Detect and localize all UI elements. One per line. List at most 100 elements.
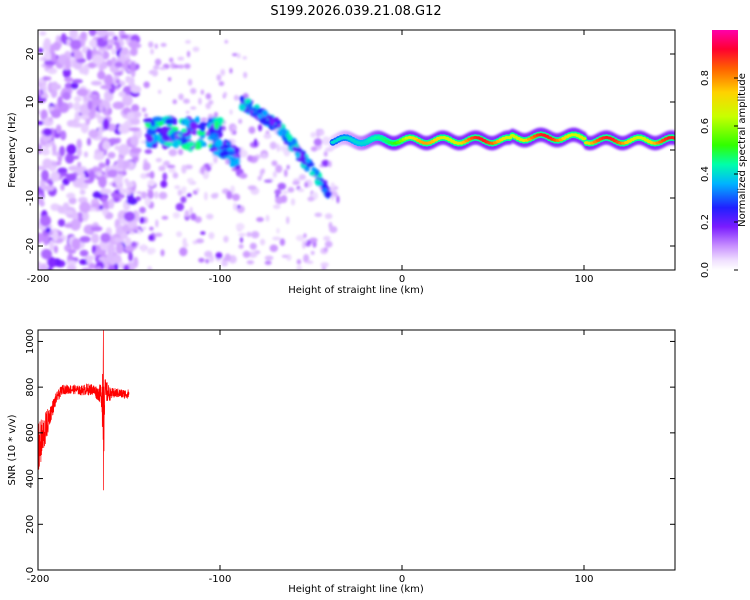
spectrogram-blob: [82, 211, 90, 221]
spectrogram-blob: [120, 232, 128, 240]
spectrogram-blob: [134, 43, 142, 48]
spectrogram-blob: [139, 206, 146, 214]
spectrogram-blob: [125, 75, 132, 84]
spectrogram-blob: [286, 216, 290, 225]
spectrogram-blobs: [38, 30, 340, 270]
spectrogram-blob: [88, 129, 99, 139]
spectrogram-blob: [184, 209, 190, 218]
spectrogram-blob: [224, 40, 229, 44]
spectrogram-blob: [118, 123, 131, 134]
spectrogram-blob: [179, 247, 188, 257]
spectrogram-blob: [113, 237, 124, 243]
spectrogram-blob: [328, 160, 332, 168]
spectrogram-blob: [204, 250, 213, 258]
spectrogram-blob: [140, 244, 147, 253]
spectrogram-blob: [177, 189, 183, 197]
snr-background: [38, 330, 675, 570]
spectrogram-blob: [41, 169, 49, 182]
spectrogram-blob: [48, 240, 55, 251]
spectrogram-blob: [119, 188, 130, 194]
spectrogram-blob: [209, 133, 217, 141]
spectrogram-blob: [279, 238, 286, 246]
spectrogram-blob: [158, 165, 166, 172]
spectrogram-blob: [233, 149, 240, 154]
spectrogram-blob: [198, 97, 202, 105]
spectrogram-blob: [281, 128, 288, 136]
spectrogram-blob: [172, 99, 178, 105]
spectrogram-blob: [224, 253, 231, 262]
colorbar-tick-label: 0.2: [700, 214, 711, 230]
spectrogram-blob: [124, 245, 136, 252]
spectrogram-blob: [145, 135, 154, 143]
spectrogram-blob: [126, 112, 135, 119]
spectrogram-blob: [107, 243, 116, 255]
spectrogram-blob: [153, 133, 159, 143]
spectrogram-blob: [125, 181, 135, 188]
spectrogram-blob: [253, 138, 258, 147]
spectrogram-blob: [329, 225, 338, 233]
spectrogram-blob: [324, 191, 332, 198]
spectrogram-blob: [163, 141, 174, 146]
spectrogram-blob: [70, 82, 79, 90]
spectrogram-blob: [42, 76, 49, 81]
y-tick-label: 20: [25, 48, 36, 61]
spectrogram-blob: [256, 108, 265, 114]
spectrogram-blob: [185, 110, 190, 114]
spectrogram-blob: [60, 130, 67, 141]
spectrogram-blob: [203, 170, 209, 177]
x-tick-label: 100: [574, 274, 593, 285]
spectrogram-blob: [76, 138, 83, 150]
spectrogram-blob: [79, 201, 91, 213]
spectrogram-blob: [128, 127, 141, 132]
x-tick-label: -200: [27, 274, 50, 285]
spectrogram-blob: [213, 150, 221, 156]
spectrogram-blob: [120, 34, 129, 39]
spectrogram-blob: [129, 47, 138, 57]
spectrogram-blob: [123, 264, 130, 270]
spectrogram-blob: [140, 173, 148, 179]
spectrogram-blob: [186, 177, 194, 184]
spectrogram-blob: [272, 236, 281, 241]
spectrogram-blob: [251, 107, 257, 112]
spectrogram-blob: [66, 144, 77, 155]
spectrogram-blob: [311, 167, 317, 172]
spectrogram-blob: [246, 231, 252, 238]
spectrogram-blob: [141, 226, 147, 230]
spectrogram-blob: [57, 218, 66, 227]
spectrogram-blob: [85, 255, 95, 260]
spectrogram-blob: [153, 65, 160, 70]
spectrogram-blob: [281, 254, 289, 258]
colorbar-gradient: [712, 30, 738, 270]
spectrogram-blob: [203, 191, 208, 201]
spectrogram-blob: [48, 116, 54, 122]
spectrogram-blob: [66, 173, 77, 182]
spectrogram-blob: [195, 141, 202, 148]
spectrogram-blob: [122, 166, 127, 172]
spectrogram-blob: [200, 123, 206, 133]
spectrogram-blob: [182, 237, 187, 246]
spectrogram-blob: [242, 56, 247, 60]
spectrogram-blob: [42, 184, 55, 192]
spectrogram-blob: [330, 182, 335, 189]
spectrogram-blob: [304, 166, 310, 172]
spectrogram-blob: [304, 181, 309, 188]
spectrogram-blob: [76, 88, 89, 97]
spectrogram-blob: [57, 167, 68, 174]
spectrogram-blob: [295, 150, 301, 159]
spectrogram-blob: [215, 252, 223, 259]
spectrogram-blob: [198, 257, 205, 263]
spectrogram-blob: [206, 213, 214, 220]
spectrogram-blob: [174, 185, 181, 190]
spectrogram-blob: [118, 91, 127, 98]
spectrogram-blob: [172, 212, 180, 219]
spectrogram-blob: [231, 53, 239, 57]
spectrogram-blob: [247, 155, 253, 162]
y-tick-label: 0: [25, 567, 36, 573]
spectrogram-blob: [87, 62, 97, 69]
spectrogram-blob: [309, 237, 318, 243]
spectrogram-blob: [151, 143, 158, 149]
spectrogram-blob: [132, 226, 140, 232]
colorbar-label: Normalized spectral amplitude: [737, 73, 748, 227]
spectrogram-blob: [180, 196, 187, 204]
spectrogram-blob: [265, 214, 270, 222]
